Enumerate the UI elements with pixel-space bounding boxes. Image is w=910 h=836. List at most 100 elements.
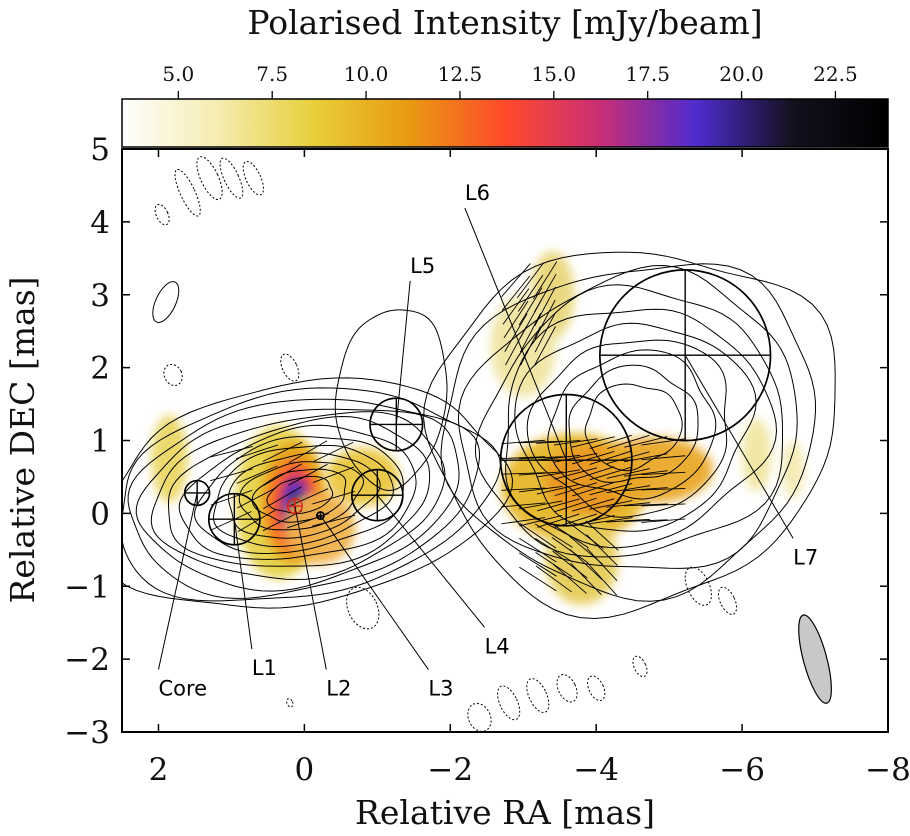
contour-line [167,415,431,567]
component-label-l4: L4 [485,634,510,658]
component-label-l7: L7 [793,545,818,569]
polarisation-blob [742,418,772,492]
y-tick-label: −2 [64,642,110,678]
leader-line [233,519,253,650]
evpa-vector [288,440,328,464]
evpa-vector [501,502,546,508]
evpa-vector [585,520,619,551]
evpa-vector [519,537,557,563]
contour-line [152,281,180,323]
evpa-vector [572,451,615,465]
evpa-vector [623,470,668,477]
evpa-vector [533,273,557,313]
evpa-vector [536,454,581,461]
y-tick-label: −3 [64,715,110,751]
contour-line [193,436,404,555]
evpa-vector [553,564,587,594]
contour-line [122,387,501,602]
beam [798,614,832,704]
evpa-vector [588,517,633,525]
evpa-vector [568,522,604,550]
evpa-vector [210,489,253,506]
evpa-vector [263,486,302,510]
colorbar [121,98,889,148]
evpa-vector [534,312,556,353]
evpa-vector [518,287,543,326]
evpa-vector [535,565,572,593]
evpa-vector [312,466,355,484]
colorbar-tick-label: 20.0 [719,62,764,86]
colorbar-tick-label: 22.5 [813,62,858,86]
evpa-vector [519,566,557,592]
colorbar-title: Polarised Intensity [mJy/beam] [247,3,762,42]
polarised-intensity-map [151,251,805,605]
evpa-vector [501,487,546,491]
contour-line [526,339,728,518]
evpa-vector [589,466,632,481]
evpa-vector [535,537,573,563]
evpa-vector [262,441,303,462]
evpa-vector [312,514,356,527]
colorbar-tick-label: 15.0 [532,62,577,86]
x-tick-label: −6 [719,752,765,788]
contour-line [266,475,334,515]
polarisation-blob [782,440,805,499]
evpa-vector [607,434,650,449]
component-label-l2: L2 [326,677,351,701]
evpa-vector [641,518,686,523]
negative-contour [280,353,300,382]
evpa-vector [606,485,651,494]
evpa-vector [263,463,302,486]
contour-line [423,251,836,620]
evpa-vector [504,313,528,352]
evpa-vector [518,486,563,493]
negative-contour [717,586,738,615]
evpa-vector [552,550,588,579]
negative-contour [632,655,648,678]
evpa-vectors [209,261,686,596]
colorbar-tick-label: 7.5 [256,62,288,86]
evpa-vector [518,552,557,577]
component-labels: Core L1 L2 L3 L4 L5 L6 L7 [158,181,818,701]
negative-contour [587,675,606,702]
colorbar-ticks: 5.0 7.5 10.0 12.5 15.0 17.5 20.0 22.5 [162,62,858,99]
y-axis-ticks: −3 −2 −1 0 1 2 3 4 5 [64,132,888,751]
evpa-vector [534,326,556,366]
component-label-l1: L1 [252,656,277,680]
evpa-vector [586,548,618,581]
x-axis-ticks: 2 0 −2 −4 −6 −8 [149,149,910,788]
contour-line [212,444,394,547]
evpa-vector [641,455,686,461]
leader-line [320,515,429,670]
evpa-vector [537,513,580,528]
evpa-vector [606,451,650,465]
evpa-vector [623,519,668,522]
evpa-vector [501,456,546,460]
y-tick-label: 3 [90,278,110,314]
contour-line [440,263,817,602]
negative-contour [196,156,223,201]
colorbar-tick-label: 17.5 [625,62,670,86]
evpa-vector [237,487,277,509]
evpa-vector [534,523,573,548]
y-tick-label: 5 [90,132,110,168]
contour-line [127,398,481,599]
x-tick-label: 0 [295,752,315,788]
leader-line [684,354,794,539]
evpa-vector [623,487,668,492]
negative-contour [163,363,183,386]
evpa-vector [553,438,598,446]
evpa-vector [520,325,541,366]
leader-line [157,492,198,670]
evpa-vector [288,463,328,486]
component-label-core: Core [158,677,207,701]
negative-contour [242,160,264,196]
evpa-vector [536,440,581,444]
evpa-vector [570,562,602,596]
evpa-vector [586,534,618,566]
colorbar-tick-label: 12.5 [438,62,483,86]
evpa-vector [572,498,615,512]
evpa-vector [501,439,546,445]
evpa-vector [236,465,278,484]
negative-contour [346,586,380,630]
